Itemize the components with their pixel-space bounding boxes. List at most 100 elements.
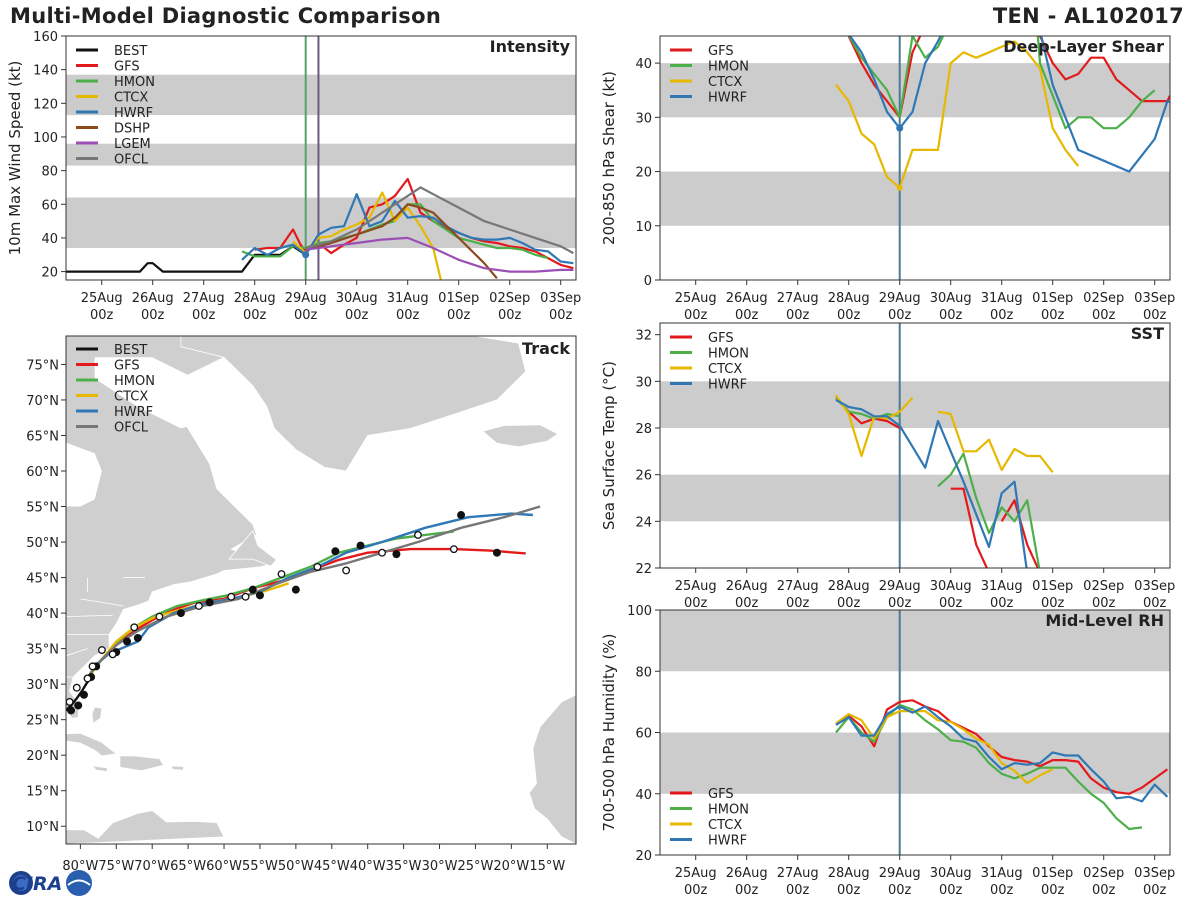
intensity-series-ofcl [305, 186, 574, 255]
sst-xtick-hour: 00z [939, 596, 963, 611]
intensity-ytick-label: 20 [41, 266, 58, 281]
shear-ytick-label: 40 [635, 57, 652, 72]
rh-xtick-hour: 00z [990, 883, 1014, 898]
shear-legend-label-gfs: GFS [708, 44, 734, 59]
intensity-band [66, 197, 576, 249]
rh-xtick-date: 01Sep [1032, 866, 1073, 881]
track-legend-label-best: BEST [114, 343, 147, 358]
sst-xtick-date: 28Aug [828, 579, 870, 594]
bahamas-land [91, 706, 103, 724]
track-legend-label-ctcx: CTCX [114, 390, 148, 405]
sst-xtick-hour: 00z [735, 596, 759, 611]
shear-analysis-marker-ctcx [896, 184, 903, 191]
track-marker-open [97, 646, 106, 654]
shear-ylabel: 200-850 hPa Shear (kt) [600, 71, 618, 245]
rh-xtick-hour: 00z [1041, 883, 1065, 898]
intensity-title: Intensity [490, 37, 571, 56]
sst-ytick-label: 28 [635, 422, 652, 437]
track-marker-filled [74, 701, 83, 710]
sst-band [660, 474, 1170, 522]
rh-xtick-hour: 00z [684, 883, 708, 898]
intensity-legend-label-hmon: HMON [114, 75, 155, 90]
track-marker-filled [492, 548, 501, 557]
track-legend-label-hmon: HMON [114, 374, 155, 389]
shear-xtick-hour: 00z [786, 308, 810, 323]
baffin-bay [94, 357, 210, 429]
track-legend-label-hwrf: HWRF [114, 405, 153, 420]
track-frame [65, 335, 577, 845]
rh-xtick-hour: 00z [837, 883, 861, 898]
sst-xtick-hour: 00z [990, 596, 1014, 611]
shear-plot-area [660, 36, 1170, 280]
track-xtick-label: 75°W [98, 859, 134, 874]
iceland-land [481, 424, 559, 448]
hispaniola-land [119, 755, 165, 772]
rh-xtick-date: 02Sep [1083, 866, 1124, 881]
panel-intensity: 20 40 60 80 100 120 140 160 25Aug 00z 26Aug 00z 27Au… [6, 30, 581, 323]
hudson-bay [66, 442, 102, 507]
panel-track: 10°N 15°N 20°N 25°N 30°N 35°N 40°N 45°N 50°N 55°N… [26, 335, 577, 874]
track-ytick-label: 20°N [26, 749, 59, 764]
shear-title: Deep-Layer Shear [1003, 37, 1164, 56]
sst-ylabel: Sea Surface Temp (°C) [600, 361, 618, 530]
sst-xtick-date: 25Aug [675, 579, 717, 594]
shear-xtick-hour: 00z [684, 308, 708, 323]
sst-xtick-date: 01Sep [1032, 579, 1073, 594]
cira-logo: CIRA [9, 870, 92, 896]
shear-xtick-hour: 00z [1041, 308, 1065, 323]
state-border [66, 648, 88, 657]
intensity-series-ctcx [292, 191, 442, 280]
track-marker-open [194, 602, 203, 610]
rh-ytick-label: 20 [635, 849, 652, 864]
puerto-rico-land [171, 765, 185, 771]
shear-band [660, 63, 1170, 118]
track-marker-filled [67, 706, 76, 715]
sst-series-ctcx [937, 410, 1054, 473]
track-ytick-label: 70°N [26, 394, 59, 409]
track-marker-open [108, 650, 117, 659]
sst-ytick-label: 30 [635, 375, 652, 390]
shear-xtick-hour: 00z [837, 308, 861, 323]
track-marker-filled [79, 690, 88, 699]
intensity-legend-label-dshp: DSHP [114, 122, 150, 137]
intensity-xtick-hour: 00z [498, 308, 522, 323]
sst-series-hmon [937, 452, 1041, 568]
sst-plot-area [660, 323, 1170, 568]
sst-legend-label-ctcx: CTCX [708, 362, 742, 377]
sst-xtick-date: 03Sep [1134, 579, 1175, 594]
intensity-ytick-label: 60 [41, 198, 58, 213]
shear-xtick-date: 02Sep [1083, 291, 1124, 306]
state-border [66, 614, 113, 618]
intensity-ylabel: 10m Max Wind Speed (kt) [6, 61, 24, 256]
intensity-series-best [66, 245, 307, 273]
intensity-xtick-hour: 00z [90, 308, 114, 323]
panel-rh: 20 40 60 80 100 25Aug 00z 26Aug 00z 27Aug 00z 28Aug… [600, 604, 1175, 898]
track-xtick-label: 15°W [529, 859, 565, 874]
track-marker-open [72, 683, 81, 692]
rh-xtick-date: 27Aug [777, 866, 819, 881]
track-ytick-label: 60°N [26, 465, 59, 480]
rh-xtick-hour: 00z [786, 883, 810, 898]
shear-xtick-hour: 00z [888, 308, 912, 323]
rh-xtick-date: 28Aug [828, 866, 870, 881]
sst-xtick-hour: 00z [837, 596, 861, 611]
track-marker-open [66, 697, 74, 706]
track-marker-filled [331, 547, 340, 556]
rh-ytick-label: 40 [635, 788, 652, 803]
rh-xtick-hour: 00z [1143, 883, 1167, 898]
intensity-xtick-date: 29Aug [285, 291, 327, 306]
rh-band [660, 732, 1170, 794]
intensity-xtick-date: 02Sep [489, 291, 530, 306]
state-border [80, 598, 124, 607]
logo-text: CIRA [12, 873, 62, 895]
intensity-xtick-date: 03Sep [540, 291, 581, 306]
intensity-xtick-hour: 00z [141, 308, 165, 323]
sst-xtick-hour: 00z [1092, 596, 1116, 611]
track-xtick-label: 30°W [422, 859, 458, 874]
track-xtick-label: 25°W [457, 859, 493, 874]
intensity-xtick-hour: 00z [192, 308, 216, 323]
shear-ytick-label: 0 [644, 274, 652, 289]
intensity-frame [65, 35, 577, 281]
